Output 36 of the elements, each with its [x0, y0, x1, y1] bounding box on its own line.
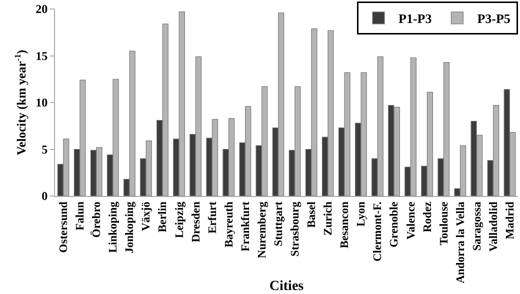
x-tick-label: Jonkoping [124, 201, 136, 254]
legend-label: P1-P3 [398, 11, 432, 26]
x-tick-label: Nuremberg [256, 201, 268, 258]
x-tick-label: Frankfurt [240, 201, 252, 252]
x-tick-label: Grenoble [388, 202, 401, 248]
x-tick-label: Saragossa [471, 201, 484, 251]
x-tick-label: Berlin [157, 201, 170, 232]
x-tick-label: Falun [74, 201, 87, 230]
x-tick-label: Erfurt [206, 201, 219, 234]
legend-label: P3-P5 [477, 11, 511, 26]
x-tick-label: Lyon [356, 201, 368, 227]
x-tick-label: Andorra la Vella [454, 201, 467, 284]
y-tick-label: 5 [42, 142, 48, 156]
x-tick-label: Rodez [422, 202, 434, 232]
x-tick-label: Bayreuth [223, 201, 236, 248]
x-tick-label: Madrid [504, 201, 516, 240]
x-tick-label: Valence [405, 202, 418, 240]
x-tick-label: Stuttgart [272, 201, 285, 246]
x-tick-label: Besancon [339, 201, 352, 248]
y-tick-label: 10 [36, 96, 48, 110]
x-tick-label: Linkoping [108, 201, 120, 253]
y-tick-label: 0 [42, 189, 48, 204]
x-tick-label: Leipzig [174, 201, 186, 238]
x-tick-label: Strasbourg [290, 201, 302, 257]
x-tick-label: Växjö [140, 201, 153, 231]
x-axis-title: Cities [269, 279, 304, 294]
y-tick-label: 20 [36, 2, 48, 16]
x-tick-label: Valladolid [488, 201, 500, 252]
x-tick-label: Dresden [190, 201, 202, 242]
x-tick-label: Örebro [90, 201, 104, 238]
y-tick-label: 15 [36, 48, 48, 63]
x-tick-label: Ostersund [58, 201, 70, 253]
x-tick-label: Clermont-F. [372, 201, 384, 262]
x-tick-label: Toulouse [438, 202, 450, 246]
x-tick-label: Zurich [322, 201, 335, 236]
x-tick-label: Basel [306, 202, 318, 228]
